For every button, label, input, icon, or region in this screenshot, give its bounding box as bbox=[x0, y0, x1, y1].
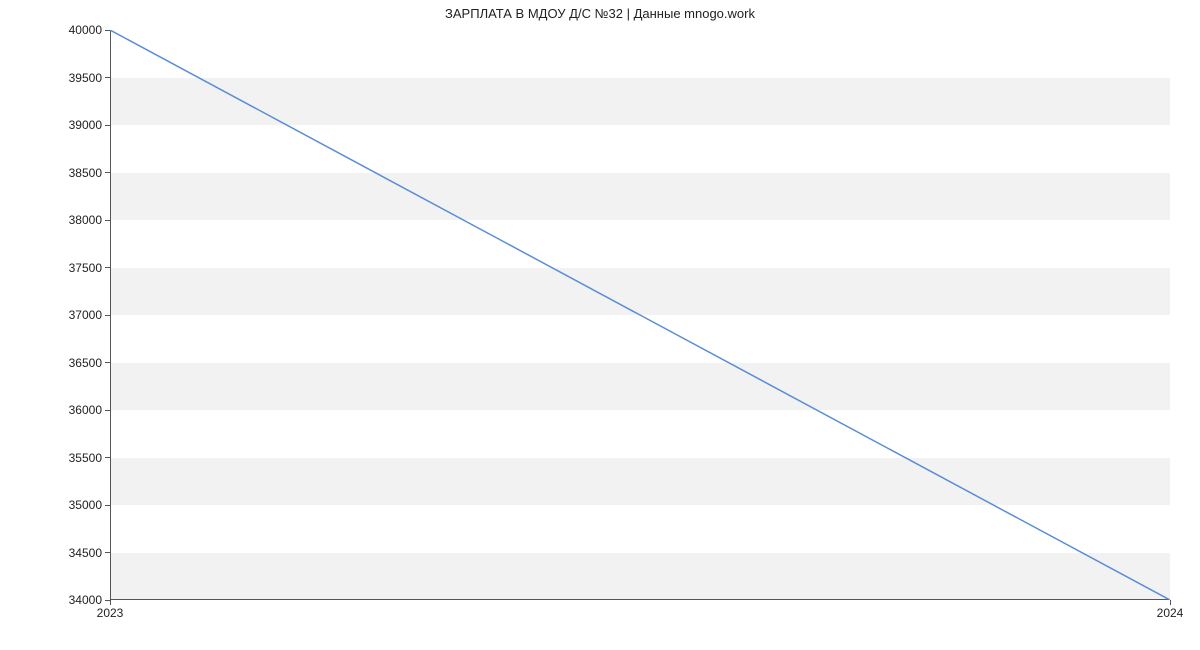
series-line-salary bbox=[110, 30, 1170, 600]
salary-line-chart: ЗАРПЛАТА В МДОУ Д/С №32 | Данные mnogo.w… bbox=[0, 0, 1200, 650]
y-tick-label: 35500 bbox=[69, 451, 102, 465]
y-tick-label: 37500 bbox=[69, 261, 102, 275]
y-tick-label: 40000 bbox=[69, 23, 102, 37]
y-tick-label: 37000 bbox=[69, 308, 102, 322]
y-tick-label: 35000 bbox=[69, 498, 102, 512]
y-tick-label: 36500 bbox=[69, 356, 102, 370]
x-tick-label: 2024 bbox=[1157, 606, 1184, 620]
series-layer bbox=[110, 30, 1170, 600]
y-tick-label: 39500 bbox=[69, 71, 102, 85]
y-tick-label: 36000 bbox=[69, 403, 102, 417]
x-tick-label: 2023 bbox=[97, 606, 124, 620]
plot-area: 3400034500350003550036000365003700037500… bbox=[110, 30, 1170, 600]
y-tick-label: 39000 bbox=[69, 118, 102, 132]
y-tick-label: 34500 bbox=[69, 546, 102, 560]
y-tick-label: 38500 bbox=[69, 166, 102, 180]
chart-title: ЗАРПЛАТА В МДОУ Д/С №32 | Данные mnogo.w… bbox=[0, 6, 1200, 21]
x-tick bbox=[1170, 600, 1171, 605]
y-tick-label: 34000 bbox=[69, 593, 102, 607]
x-tick bbox=[110, 600, 111, 605]
y-tick-label: 38000 bbox=[69, 213, 102, 227]
